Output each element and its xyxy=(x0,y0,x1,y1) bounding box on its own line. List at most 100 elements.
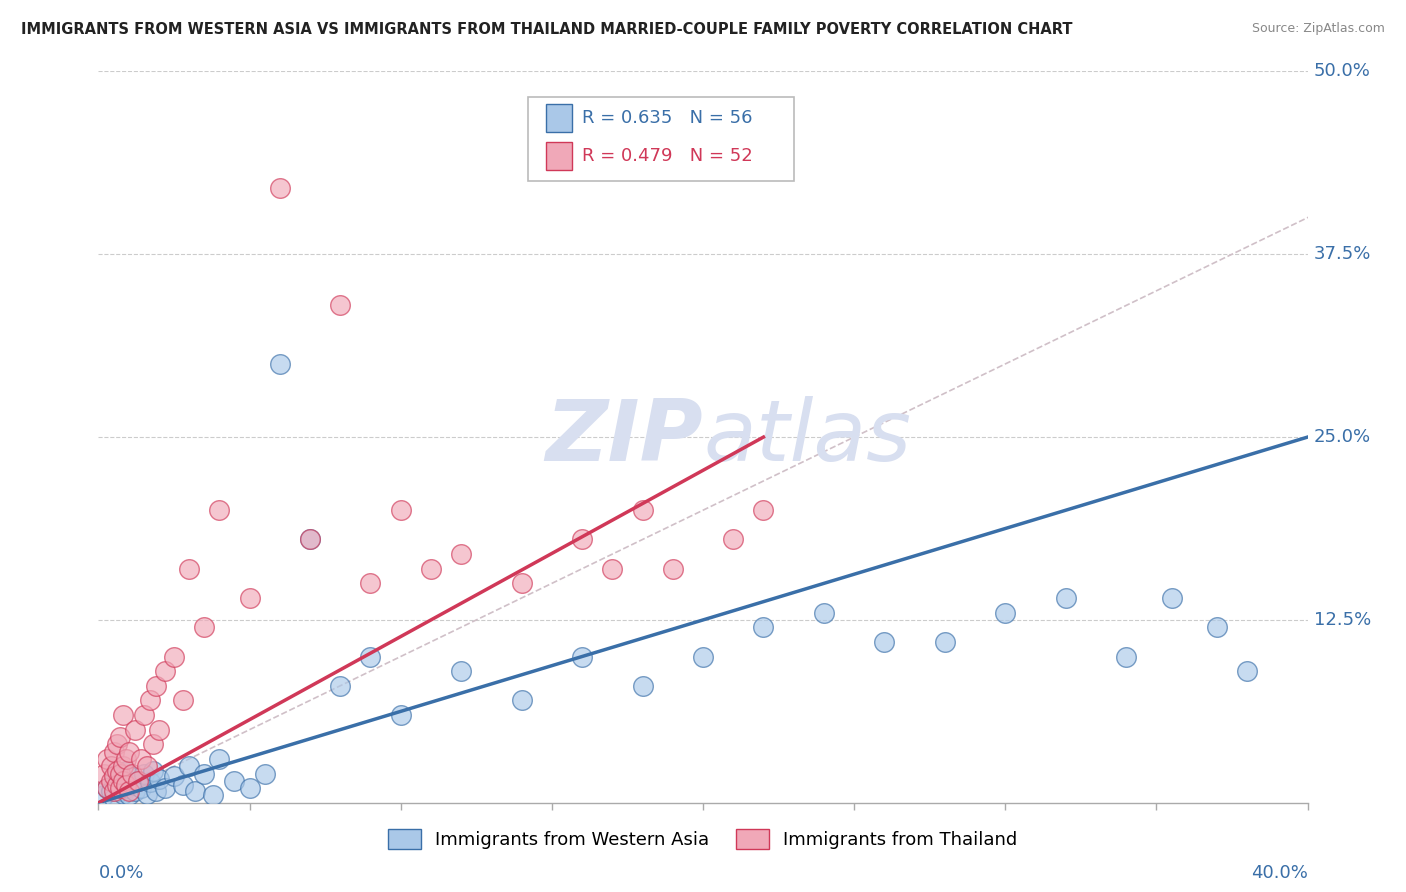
Point xyxy=(153,664,176,678)
Point xyxy=(269,357,291,371)
Point xyxy=(132,766,155,780)
Text: 50.0%: 50.0% xyxy=(1313,62,1371,80)
Text: 25.0%: 25.0% xyxy=(1313,428,1371,446)
Point xyxy=(135,759,157,773)
Point xyxy=(108,781,131,796)
Point xyxy=(450,547,472,561)
Point xyxy=(103,784,125,798)
Point xyxy=(813,606,835,620)
Point xyxy=(114,781,136,796)
Point xyxy=(148,723,170,737)
Point xyxy=(127,773,149,788)
Point xyxy=(118,789,141,803)
Point xyxy=(132,708,155,723)
Point xyxy=(129,781,152,796)
Text: IMMIGRANTS FROM WESTERN ASIA VS IMMIGRANTS FROM THAILAND MARRIED-COUPLE FAMILY P: IMMIGRANTS FROM WESTERN ASIA VS IMMIGRAN… xyxy=(21,22,1073,37)
Point xyxy=(129,752,152,766)
Text: R = 0.479   N = 52: R = 0.479 N = 52 xyxy=(582,147,752,165)
Point xyxy=(873,635,896,649)
Point xyxy=(571,533,593,547)
Point xyxy=(253,766,276,780)
Point xyxy=(100,773,122,788)
Point xyxy=(1236,664,1258,678)
Point xyxy=(118,784,141,798)
Text: 12.5%: 12.5% xyxy=(1313,611,1371,629)
Point xyxy=(103,769,125,783)
Point xyxy=(202,789,225,803)
FancyBboxPatch shape xyxy=(546,143,572,170)
Point xyxy=(105,766,128,780)
Point xyxy=(103,791,125,805)
Point xyxy=(661,562,683,576)
Point xyxy=(105,778,128,792)
Point xyxy=(179,759,201,773)
Point xyxy=(111,787,134,801)
Legend: Immigrants from Western Asia, Immigrants from Thailand: Immigrants from Western Asia, Immigrants… xyxy=(381,822,1025,856)
Point xyxy=(360,576,382,591)
Point xyxy=(163,769,186,783)
Text: ZIP: ZIP xyxy=(546,395,703,479)
Point xyxy=(148,772,170,787)
Point xyxy=(127,773,149,788)
FancyBboxPatch shape xyxy=(546,103,572,132)
Point xyxy=(172,693,194,707)
Point xyxy=(1115,649,1137,664)
Point xyxy=(510,693,533,707)
Point xyxy=(208,752,231,766)
Point xyxy=(193,620,215,634)
Point xyxy=(96,752,118,766)
Point xyxy=(124,784,146,798)
Point xyxy=(420,562,443,576)
Point xyxy=(510,576,533,591)
Point xyxy=(103,773,125,788)
Point xyxy=(692,649,714,664)
Point xyxy=(450,664,472,678)
Point xyxy=(142,764,165,778)
FancyBboxPatch shape xyxy=(527,97,793,181)
Point xyxy=(96,781,118,796)
Point xyxy=(145,784,167,798)
Text: 40.0%: 40.0% xyxy=(1251,864,1308,882)
Point xyxy=(602,562,624,576)
Point xyxy=(153,781,176,796)
Point xyxy=(93,766,115,780)
Point xyxy=(114,752,136,766)
Point xyxy=(118,769,141,783)
Point xyxy=(389,503,412,517)
Text: atlas: atlas xyxy=(703,395,911,479)
Text: Source: ZipAtlas.com: Source: ZipAtlas.com xyxy=(1251,22,1385,36)
Point xyxy=(184,784,207,798)
Point xyxy=(631,679,654,693)
Point xyxy=(145,679,167,693)
Point xyxy=(193,766,215,780)
Point xyxy=(100,759,122,773)
Text: 37.5%: 37.5% xyxy=(1313,245,1371,263)
Point xyxy=(105,737,128,751)
Point xyxy=(121,766,143,780)
Point xyxy=(105,764,128,778)
Point xyxy=(114,778,136,792)
Point xyxy=(389,708,412,723)
Point xyxy=(360,649,382,664)
Point xyxy=(108,769,131,783)
Point xyxy=(329,298,352,312)
Point xyxy=(224,773,246,788)
Point xyxy=(108,766,131,780)
Point xyxy=(571,649,593,664)
Point xyxy=(114,764,136,778)
Point xyxy=(142,737,165,751)
Point xyxy=(111,759,134,773)
Point xyxy=(111,773,134,788)
Point xyxy=(163,649,186,664)
Text: R = 0.635   N = 56: R = 0.635 N = 56 xyxy=(582,109,752,127)
Point xyxy=(329,679,352,693)
Point xyxy=(269,181,291,195)
Point xyxy=(108,730,131,744)
Point xyxy=(208,503,231,517)
Point xyxy=(100,784,122,798)
Point xyxy=(103,745,125,759)
Point xyxy=(1160,591,1182,605)
Point xyxy=(723,533,745,547)
Point xyxy=(299,533,322,547)
Point xyxy=(179,562,201,576)
